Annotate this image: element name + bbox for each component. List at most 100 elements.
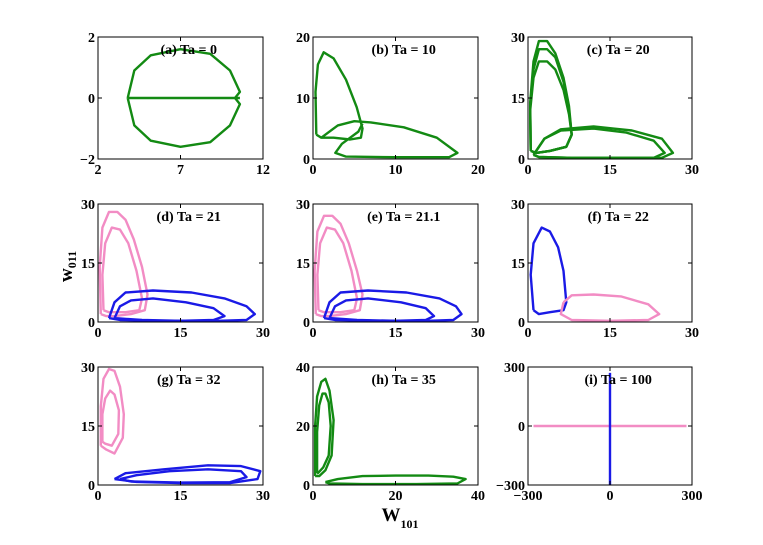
curve bbox=[107, 289, 257, 322]
x-tick-label: 30 bbox=[471, 326, 485, 341]
y-tick-label: 0 bbox=[303, 479, 310, 494]
y-tick-label: 30 bbox=[511, 31, 525, 46]
y-tick-label: 300 bbox=[504, 361, 525, 376]
panel: 0 15 30 0 15 30 (e) Ta = 21.1 bbox=[296, 198, 485, 341]
curve bbox=[113, 297, 226, 322]
y-tick-label: 0 bbox=[303, 316, 310, 331]
x-tick-label: 15 bbox=[174, 489, 188, 504]
x-tick-label: 0 bbox=[607, 489, 614, 504]
curve bbox=[529, 60, 573, 155]
x-tick-label: 30 bbox=[256, 489, 270, 504]
x-tick-label: 0 bbox=[310, 326, 317, 341]
curve bbox=[325, 474, 467, 486]
y-tick-label: 15 bbox=[511, 92, 525, 107]
panel-title: (d) Ta = 21 bbox=[157, 210, 221, 225]
x-tick-label: 300 bbox=[682, 489, 703, 504]
panel-title: (b) Ta = 10 bbox=[372, 43, 436, 58]
y-axis-label-sub: 011 bbox=[65, 251, 79, 268]
x-axis-label-sub: 101 bbox=[401, 517, 419, 531]
panel-title: (e) Ta = 21.1 bbox=[367, 210, 440, 225]
curve bbox=[98, 210, 149, 318]
panel: 0 10 20 0 10 20 (b) Ta = 10 bbox=[296, 31, 485, 178]
y-tick-label: 15 bbox=[296, 257, 310, 272]
curve bbox=[316, 226, 359, 314]
curve bbox=[315, 392, 332, 475]
x-tick-label: 0 bbox=[310, 489, 317, 504]
panel: −300 0 300 −300 0 300 (i) Ta = 100 bbox=[496, 361, 702, 504]
y-tick-label: 10 bbox=[296, 92, 310, 107]
y-tick-label: 0 bbox=[518, 420, 525, 435]
curve bbox=[320, 119, 459, 159]
panel-title: (h) Ta = 35 bbox=[372, 373, 436, 388]
x-tick-label: 10 bbox=[389, 163, 403, 178]
x-tick-label: 0 bbox=[525, 326, 532, 341]
panel: 0 15 30 0 15 30 (d) Ta = 21 w011 bbox=[56, 198, 270, 341]
y-tick-label: 15 bbox=[81, 257, 95, 272]
curve bbox=[313, 377, 335, 478]
x-tick-label: 15 bbox=[603, 163, 617, 178]
x-tick-label: 0 bbox=[95, 489, 102, 504]
curve bbox=[314, 51, 364, 141]
x-tick-label: −300 bbox=[514, 489, 543, 504]
y-axis-label-text: w bbox=[56, 268, 77, 282]
y-tick-label: 20 bbox=[296, 31, 310, 46]
x-tick-label: 20 bbox=[389, 489, 403, 504]
curve bbox=[529, 226, 568, 316]
panel-title: (g) Ta = 32 bbox=[157, 373, 221, 388]
x-tick-label: 40 bbox=[471, 489, 485, 504]
curve bbox=[119, 468, 248, 484]
y-tick-label: −2 bbox=[80, 153, 95, 168]
x-tick-label: 15 bbox=[174, 326, 188, 341]
y-tick-label: −300 bbox=[496, 479, 525, 494]
y-tick-label: 0 bbox=[518, 153, 525, 168]
y-tick-label: 30 bbox=[296, 198, 310, 213]
y-tick-label: 0 bbox=[88, 479, 95, 494]
y-tick-label: 30 bbox=[81, 361, 95, 376]
panel-title: (a) Ta = 0 bbox=[160, 43, 217, 58]
y-tick-label: 0 bbox=[518, 316, 525, 331]
x-tick-label: 15 bbox=[389, 326, 403, 341]
x-tick-label: 0 bbox=[310, 163, 317, 178]
y-tick-label: 0 bbox=[303, 153, 310, 168]
panel-title: (f) Ta = 22 bbox=[588, 210, 649, 225]
y-tick-label: 0 bbox=[88, 92, 95, 107]
curve bbox=[328, 297, 436, 322]
panel-title: (c) Ta = 20 bbox=[587, 43, 650, 58]
y-tick-label: 30 bbox=[81, 198, 95, 213]
curve bbox=[99, 367, 126, 455]
curve bbox=[101, 389, 121, 447]
x-tick-label: 30 bbox=[685, 326, 699, 341]
panel: 0 15 30 0 15 30 (g) Ta = 32 bbox=[81, 361, 270, 504]
y-tick-label: 0 bbox=[88, 316, 95, 331]
curve bbox=[532, 125, 675, 160]
panel: 0 20 40 0 20 40 (h) Ta = 35 W101 bbox=[296, 361, 485, 531]
y-tick-label: 40 bbox=[296, 361, 310, 376]
x-tick-label: 20 bbox=[471, 163, 485, 178]
y-tick-label: 30 bbox=[511, 198, 525, 213]
x-tick-label: 0 bbox=[95, 326, 102, 341]
panel: 0 15 30 0 15 30 (f) Ta = 22 bbox=[511, 198, 699, 341]
y-tick-label: 15 bbox=[81, 420, 95, 435]
x-tick-label: 12 bbox=[256, 163, 270, 178]
curve bbox=[101, 226, 144, 314]
panel-title: (i) Ta = 100 bbox=[584, 373, 652, 388]
y-tick-label: 2 bbox=[88, 31, 95, 46]
curve bbox=[322, 289, 463, 322]
curve bbox=[313, 214, 364, 318]
y-tick-label: 15 bbox=[511, 257, 525, 272]
curve bbox=[559, 293, 661, 322]
y-tick-label: 20 bbox=[296, 420, 310, 435]
curve bbox=[529, 39, 573, 155]
x-tick-label: 15 bbox=[603, 326, 617, 341]
x-axis-label-text: W bbox=[382, 505, 401, 526]
panel: 2 7 12 −2 0 2 (a) Ta = 0 bbox=[80, 31, 270, 178]
x-tick-label: 7 bbox=[177, 163, 184, 178]
x-axis-label: W101 bbox=[382, 505, 419, 531]
x-tick-label: 0 bbox=[525, 163, 532, 178]
x-tick-label: 2 bbox=[95, 163, 102, 178]
y-axis-label: w011 bbox=[56, 251, 79, 282]
x-tick-label: 30 bbox=[685, 163, 699, 178]
x-tick-label: 30 bbox=[256, 326, 270, 341]
